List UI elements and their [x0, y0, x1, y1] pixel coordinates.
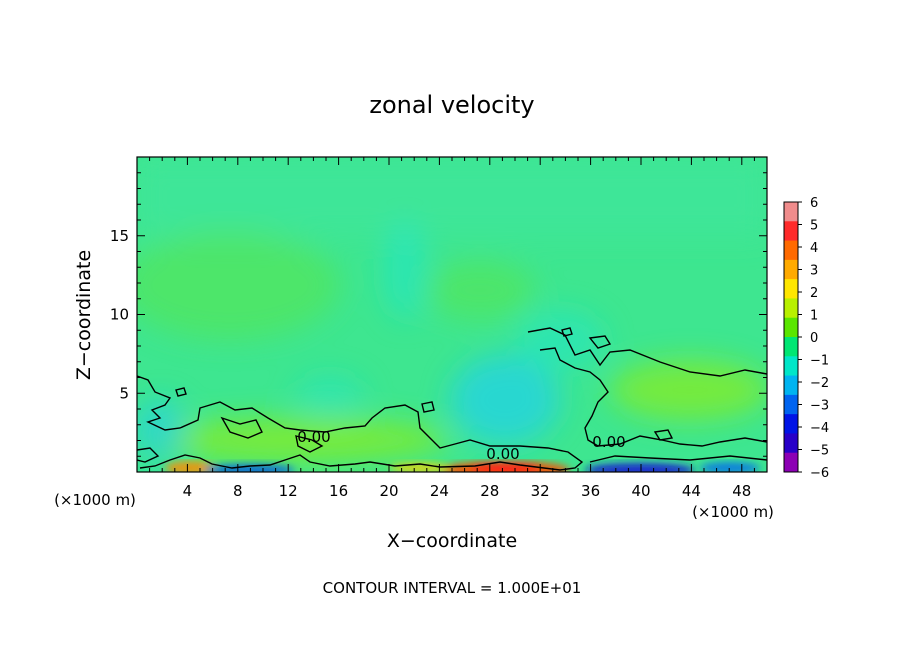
zero-contour-line — [421, 401, 435, 413]
x-tick-label: 36 — [581, 482, 600, 500]
colorbar-tick-label: 0 — [810, 331, 818, 346]
colorbar-tick-label: −5 — [810, 444, 829, 459]
x-axis-unit-left: (×1000 m) — [54, 491, 136, 509]
colorbar-segment — [784, 317, 798, 338]
y-tick-label: 10 — [110, 306, 129, 324]
colorbar-segment — [784, 414, 798, 434]
zero-contour-line — [527, 327, 767, 377]
y-tick-label: 15 — [110, 227, 129, 245]
y-tick-label: 5 — [119, 384, 129, 402]
colorbar-segment — [784, 337, 798, 357]
zero-contour-line — [653, 429, 674, 441]
colorbar-tick-label: 5 — [810, 219, 818, 234]
x-tick-label: 8 — [233, 482, 243, 500]
colorbar-tick-label: 4 — [810, 241, 818, 256]
contour-label: 0.00 — [486, 445, 519, 463]
colorbar-segment — [784, 279, 798, 299]
colorbar-tick-label: −1 — [810, 354, 829, 369]
contour-label: 0.00 — [592, 433, 625, 451]
contour-labels: 0.00 0.00 0.00 — [297, 428, 625, 463]
colorbar-tick-label: −4 — [810, 421, 829, 436]
x-tick-label: 40 — [631, 482, 650, 500]
y-axis-ticks: 5 10 15 — [110, 172, 767, 457]
zero-contour-line — [588, 335, 612, 349]
colorbar-tick-label: −6 — [810, 466, 829, 481]
x-tick-label: 28 — [480, 482, 499, 500]
x-tick-label: 16 — [329, 482, 348, 500]
colorbar-segment — [784, 240, 798, 261]
zero-contour-line — [220, 416, 263, 439]
colorbar-segment — [784, 433, 798, 454]
colorbar-segment — [784, 394, 798, 415]
contour-interval-note: CONTOUR INTERVAL = 1.000E+01 — [323, 579, 582, 597]
colorbar-segment — [784, 356, 798, 377]
colorbar-tick-label: 3 — [810, 264, 818, 279]
zero-contour-line — [137, 447, 160, 463]
x-tick-label: 24 — [430, 482, 449, 500]
colorbar-segment — [784, 221, 798, 242]
heatmap-field — [137, 157, 767, 472]
zero-contour-line — [539, 347, 767, 447]
zero-contour-line — [137, 375, 584, 471]
x-axis-label: X−coordinate — [387, 530, 517, 552]
zero-contour-line — [589, 455, 767, 463]
colorbar-segment — [784, 298, 798, 319]
zero-contour-line — [561, 327, 573, 337]
colorbar-tick-label: −3 — [810, 399, 829, 414]
colorbar-tick-label: −2 — [810, 376, 829, 391]
chart-title: zonal velocity — [369, 91, 534, 119]
x-tick-label: 32 — [531, 482, 550, 500]
x-axis-ticks: 4 8 12 16 20 24 28 32 36 40 44 48 — [149, 157, 755, 500]
y-axis-label: Z−coordinate — [73, 250, 95, 380]
zero-contour-line — [175, 387, 187, 397]
colorbar-segment — [784, 202, 798, 222]
zero-contour-lines — [137, 327, 767, 471]
colorbar-segment — [784, 259, 798, 280]
zero-contour-line — [295, 435, 324, 453]
x-tick-label: 48 — [732, 482, 751, 500]
x-tick-label: 12 — [279, 482, 298, 500]
colorbar-tick-label: 1 — [810, 309, 818, 324]
colorbar-segment — [784, 375, 798, 396]
colorbar-tick-label: 2 — [810, 286, 818, 301]
x-tick-label: 4 — [183, 482, 193, 500]
colorbar-segment — [784, 452, 798, 473]
colorbar-tick-label: 6 — [810, 196, 818, 211]
x-tick-label: 20 — [379, 482, 398, 500]
x-axis-unit-right: (×1000 m) — [692, 503, 774, 521]
colorbar: 6 5 4 3 2 1 0 −1 −2 −3 −4 −5 −6 — [783, 196, 829, 481]
x-tick-label: 44 — [682, 482, 701, 500]
contour-label: 0.00 — [297, 428, 330, 446]
